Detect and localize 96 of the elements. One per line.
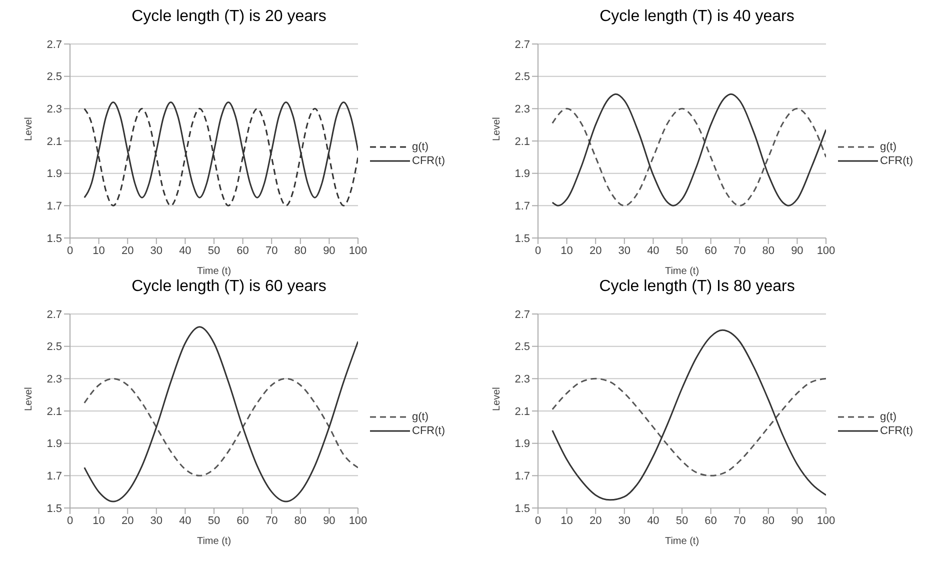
legend-label: g(t) bbox=[412, 411, 428, 423]
x-tick-label: 70 bbox=[733, 244, 746, 257]
x-tick-label: 80 bbox=[294, 244, 307, 257]
y-tick-label: 1.9 bbox=[46, 438, 62, 450]
x-tick-label: 100 bbox=[816, 244, 836, 257]
y-tick-label: 2.5 bbox=[514, 341, 530, 354]
x-tick-label: 80 bbox=[294, 514, 307, 527]
y-tick-label: 2.1 bbox=[514, 406, 530, 418]
chart-title: Cycle length (T) is 40 years bbox=[598, 8, 796, 27]
legend-label: CFR(t) bbox=[880, 425, 913, 437]
chart-title: Cycle length (T) Is 80 years bbox=[598, 278, 796, 297]
x-tick-label: 50 bbox=[676, 514, 688, 527]
x-tick-label: 100 bbox=[348, 514, 368, 527]
y-tick-label: 1.5 bbox=[46, 232, 62, 245]
line-series bbox=[552, 329, 826, 501]
x-tick-label: 0 bbox=[534, 244, 542, 257]
y-tick-label: 2.3 bbox=[46, 104, 62, 116]
y-tick-label: 1.9 bbox=[46, 168, 62, 180]
x-tick-label: 50 bbox=[208, 514, 220, 527]
y-tick-label: 2.3 bbox=[514, 374, 530, 386]
x-tick-label: 60 bbox=[236, 244, 249, 257]
y-tick-label: 1.9 bbox=[514, 168, 530, 180]
x-tick-label: 40 bbox=[647, 244, 660, 257]
x-axis-title: Time (t) bbox=[196, 536, 232, 547]
x-tick-label: 90 bbox=[323, 244, 336, 257]
legend-label: CFR(t) bbox=[412, 425, 445, 437]
x-tick-label: 50 bbox=[208, 244, 220, 257]
x-tick-label: 70 bbox=[265, 244, 278, 257]
x-axis-title: Time (t) bbox=[664, 536, 700, 547]
y-axis-title: Level bbox=[492, 117, 503, 141]
x-tick-label: 30 bbox=[618, 514, 631, 527]
y-tick-label: 1.7 bbox=[46, 470, 62, 483]
x-tick-label: 90 bbox=[791, 244, 804, 257]
y-tick-label: 1.5 bbox=[514, 232, 530, 245]
x-tick-label: 30 bbox=[150, 244, 163, 257]
legend-label: g(t) bbox=[880, 141, 896, 153]
x-axis-title: Time (t) bbox=[196, 266, 232, 277]
y-tick-label: 2.1 bbox=[46, 406, 62, 418]
legend-label: CFR(t) bbox=[880, 155, 913, 167]
x-tick-label: 30 bbox=[150, 514, 163, 527]
x-tick-label: 10 bbox=[560, 244, 573, 257]
line-series bbox=[84, 326, 358, 502]
y-tick-label: 1.9 bbox=[514, 438, 530, 450]
legend-label: CFR(t) bbox=[412, 155, 445, 167]
y-tick-label: 1.5 bbox=[514, 502, 530, 515]
x-tick-label: 40 bbox=[179, 514, 192, 527]
x-tick-label: 20 bbox=[589, 514, 602, 527]
x-tick-label: 30 bbox=[618, 244, 631, 257]
line-series bbox=[84, 378, 358, 476]
x-tick-label: 40 bbox=[179, 244, 192, 257]
y-tick-label: 1.7 bbox=[514, 470, 530, 483]
x-tick-label: 70 bbox=[733, 514, 746, 527]
legend-label: g(t) bbox=[412, 141, 428, 153]
y-tick-label: 1.5 bbox=[46, 502, 62, 515]
x-tick-label: 40 bbox=[647, 514, 660, 527]
x-tick-label: 0 bbox=[66, 244, 74, 257]
x-tick-label: 10 bbox=[92, 244, 105, 257]
y-tick-label: 1.7 bbox=[46, 200, 62, 213]
x-tick-label: 20 bbox=[589, 244, 602, 257]
chart-title: Cycle length (T) is 60 years bbox=[130, 278, 328, 297]
x-tick-label: 100 bbox=[348, 244, 368, 257]
y-tick-label: 2.3 bbox=[514, 104, 530, 116]
x-tick-label: 20 bbox=[121, 514, 134, 527]
y-tick-label: 2.1 bbox=[46, 136, 62, 148]
x-tick-label: 100 bbox=[816, 514, 836, 527]
line-series bbox=[552, 378, 826, 476]
x-tick-label: 60 bbox=[236, 514, 249, 527]
y-axis-title: Level bbox=[24, 117, 35, 141]
x-tick-label: 20 bbox=[121, 244, 134, 257]
y-tick-label: 2.5 bbox=[514, 71, 530, 84]
chart-title: Cycle length (T) is 20 years bbox=[130, 8, 328, 27]
x-tick-label: 80 bbox=[762, 244, 775, 257]
y-tick-label: 2.5 bbox=[46, 71, 62, 84]
y-tick-label: 2.3 bbox=[46, 374, 62, 386]
y-tick-label: 2.7 bbox=[46, 38, 62, 51]
y-tick-label: 2.5 bbox=[46, 341, 62, 354]
x-tick-label: 0 bbox=[534, 514, 542, 527]
x-tick-label: 10 bbox=[92, 514, 105, 527]
x-tick-label: 70 bbox=[265, 514, 278, 527]
x-tick-label: 60 bbox=[704, 244, 717, 257]
y-tick-label: 2.7 bbox=[514, 308, 530, 321]
y-axis-title: Level bbox=[24, 387, 35, 411]
x-tick-label: 0 bbox=[66, 514, 74, 527]
legend-label: g(t) bbox=[880, 411, 896, 423]
y-tick-label: 1.7 bbox=[514, 200, 530, 213]
y-tick-label: 2.7 bbox=[46, 308, 62, 321]
y-tick-label: 2.7 bbox=[514, 38, 530, 51]
x-tick-label: 90 bbox=[791, 514, 804, 527]
x-tick-label: 90 bbox=[323, 514, 336, 527]
x-axis-title: Time (t) bbox=[664, 266, 700, 277]
x-tick-label: 10 bbox=[560, 514, 573, 527]
y-tick-label: 2.1 bbox=[514, 136, 530, 148]
y-axis-title: Level bbox=[492, 387, 503, 411]
x-tick-label: 80 bbox=[762, 514, 775, 527]
x-tick-label: 50 bbox=[676, 244, 688, 257]
x-tick-label: 60 bbox=[704, 514, 717, 527]
